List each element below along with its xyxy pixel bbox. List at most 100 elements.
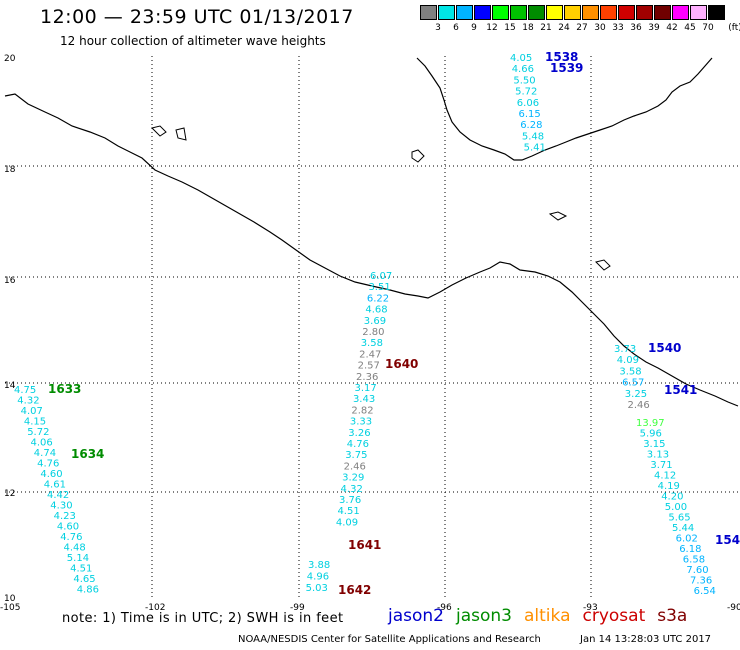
wave-height-value: 4.32 bbox=[341, 484, 363, 495]
track-label-1640: 1640 bbox=[385, 357, 418, 371]
wave-height-value: 5.41 bbox=[524, 143, 546, 154]
wave-height-value: 4.86 bbox=[77, 585, 99, 596]
legend-label: 39 bbox=[648, 23, 660, 33]
wave-height-value: 5.65 bbox=[668, 513, 690, 524]
wave-height-value: 5.72 bbox=[27, 427, 49, 438]
legend-swatch bbox=[528, 5, 545, 20]
legend-label: 9 bbox=[471, 23, 477, 33]
legend-label: 27 bbox=[576, 23, 588, 33]
wave-height-value: 5.00 bbox=[665, 502, 687, 513]
legend-swatch bbox=[690, 5, 707, 20]
wave-height-value: 5.96 bbox=[640, 429, 662, 440]
wave-height-value: 3.51 bbox=[368, 282, 390, 293]
map-title: 12:00 — 23:59 UTC 01/13/2017 bbox=[40, 6, 354, 28]
legend-swatch bbox=[672, 5, 689, 20]
wave-height-value: 4.68 bbox=[365, 305, 387, 316]
axis-labels: 20 18 16 14 12 10 -105 -102 -99 -96 -93 … bbox=[0, 54, 740, 613]
generated-timestamp: Jan 14 13:28:03 UTC 2017 bbox=[580, 634, 712, 645]
lat-label-20: 20 bbox=[4, 54, 16, 64]
satellite-label-s3a: s3a bbox=[657, 606, 688, 626]
legend-label: 15 bbox=[504, 23, 516, 33]
legend-swatch bbox=[546, 5, 563, 20]
legend-label: 6 bbox=[453, 23, 459, 33]
wave-height-value: 5.72 bbox=[515, 87, 537, 98]
track-label-1539: 1539 bbox=[550, 61, 583, 75]
wave-height-value: 3.25 bbox=[625, 389, 647, 400]
wave-height-value: 4.75 bbox=[14, 385, 36, 396]
wave-height-value: 3.69 bbox=[364, 316, 386, 327]
wave-height-value: 2.80 bbox=[362, 327, 384, 338]
wave-height-value: 2.36 bbox=[356, 372, 378, 383]
wave-height-value: 4.06 bbox=[31, 438, 53, 449]
wave-height-value: 3.43 bbox=[353, 394, 375, 405]
wave-height-value: 5.44 bbox=[672, 523, 694, 534]
wave-height-value: 3.29 bbox=[342, 473, 364, 484]
legend-swatch bbox=[420, 5, 437, 20]
legend-swatch bbox=[600, 5, 617, 20]
wave-height-value: 4.09 bbox=[617, 355, 639, 366]
wave-height-value: 6.22 bbox=[367, 293, 389, 304]
wave-height-value: 3.58 bbox=[361, 338, 383, 349]
wave-height-value: 4.51 bbox=[337, 506, 359, 517]
island-shape bbox=[151, 125, 167, 137]
wave-height-value: 2.47 bbox=[359, 349, 381, 360]
legend-label: 30 bbox=[594, 23, 606, 33]
wave-height-value: 6.28 bbox=[520, 120, 542, 131]
legend-swatch bbox=[708, 5, 725, 20]
lat-lon-grid bbox=[5, 56, 738, 600]
wave-height-value: 6.57 bbox=[622, 378, 644, 389]
island-shape bbox=[548, 211, 568, 221]
wave-height-value: 4.32 bbox=[17, 396, 39, 407]
wave-height-value: 4.19 bbox=[658, 481, 680, 492]
legend-label: 36 bbox=[630, 23, 642, 33]
satellite-label-jason3: jason3 bbox=[456, 606, 512, 626]
legend-swatch bbox=[636, 5, 653, 20]
legend-label: 45 bbox=[684, 23, 696, 33]
legend-swatch bbox=[654, 5, 671, 20]
wave-height-value: 4.60 bbox=[57, 522, 79, 533]
wave-height-value: 4.96 bbox=[307, 572, 329, 583]
wave-height-value: 4.76 bbox=[60, 532, 82, 543]
legend-swatch bbox=[456, 5, 473, 20]
satellite-label-cryosat: cryosat bbox=[582, 606, 646, 626]
wave-height-value: 3.26 bbox=[348, 428, 370, 439]
legend-label: 70 bbox=[702, 23, 714, 33]
wave-height-value: 3.58 bbox=[619, 366, 641, 377]
track-label-1633: 1633 bbox=[48, 382, 81, 396]
wave-height-value: 6.15 bbox=[519, 109, 541, 120]
wave-height-value: 6.07 bbox=[370, 271, 392, 282]
wave-height-value: 4.09 bbox=[336, 517, 358, 528]
wave-height-value: 4.23 bbox=[54, 511, 76, 522]
lat-label-10: 10 bbox=[4, 594, 16, 604]
lon-label-90: -90 bbox=[727, 603, 740, 613]
legend-label: 3 bbox=[435, 23, 441, 33]
wave-height-value: 2.46 bbox=[344, 461, 366, 472]
wave-height-value: 4.42 bbox=[47, 490, 69, 501]
island-shape bbox=[411, 149, 425, 163]
wave-height-value: 6.06 bbox=[517, 98, 539, 109]
wave-height-value: 5.48 bbox=[522, 131, 544, 142]
wave-height-value: 4.48 bbox=[64, 543, 86, 554]
legend-label: 24 bbox=[558, 23, 570, 33]
lon-label-93: -93 bbox=[583, 603, 598, 613]
wave-height-value: 2.57 bbox=[358, 361, 380, 372]
wave-height-value: 3.13 bbox=[647, 450, 669, 461]
wave-height-value: 7.36 bbox=[690, 576, 712, 587]
wave-height-value: 6.58 bbox=[683, 555, 705, 566]
mexico-coastline bbox=[4, 93, 739, 407]
track-label-154: 154 bbox=[715, 533, 740, 547]
wave-height-value: 6.18 bbox=[679, 544, 701, 555]
lon-label-105: -105 bbox=[0, 603, 20, 613]
wave-height-value: 3.88 bbox=[308, 560, 330, 571]
wave-height-value: 4.66 bbox=[512, 64, 534, 75]
track-label-1540: 1540 bbox=[648, 341, 681, 355]
wave-height-value: 3.71 bbox=[650, 460, 672, 471]
track-label-1642: 1642 bbox=[338, 583, 371, 597]
legend-unit: (ft) bbox=[728, 23, 740, 33]
wave-height-value: 4.30 bbox=[50, 501, 72, 512]
legend-label: 21 bbox=[540, 23, 552, 33]
wave-height-value: 4.07 bbox=[21, 406, 43, 417]
wave-height-value: 5.50 bbox=[513, 75, 535, 86]
wave-height-value: 4.65 bbox=[73, 574, 95, 585]
